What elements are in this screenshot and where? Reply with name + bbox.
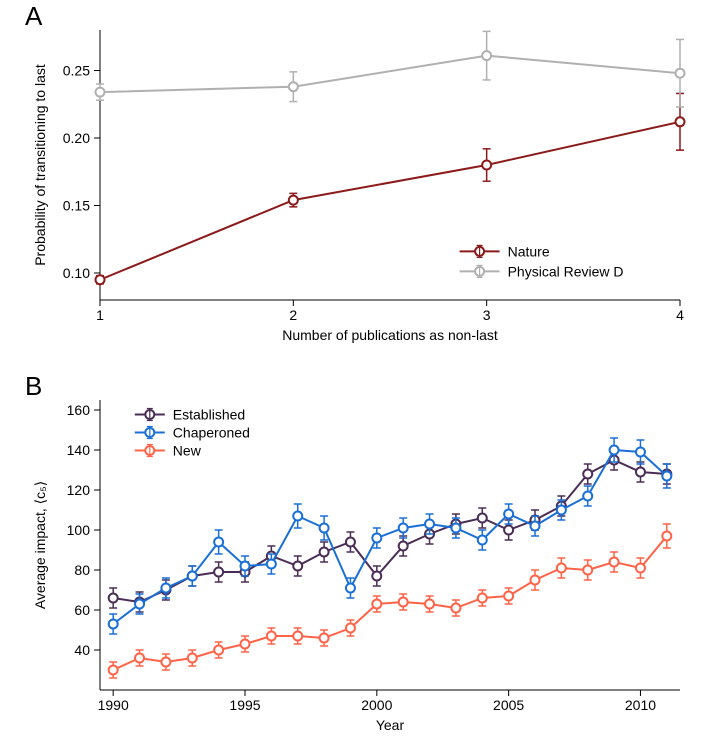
xtick-label: 4 (676, 307, 684, 323)
marker (161, 584, 170, 593)
ytick-label: 60 (74, 602, 90, 618)
ytick-label: 0.20 (63, 130, 90, 146)
marker (610, 446, 619, 455)
marker (425, 600, 434, 609)
marker (482, 161, 491, 170)
marker (346, 584, 355, 593)
xtick-label: 1990 (98, 697, 129, 713)
marker (293, 512, 302, 521)
marker (188, 572, 197, 581)
y-axis-title: Average impact, ⟨c₅⟩ (32, 481, 48, 609)
marker (109, 620, 118, 629)
marker (662, 472, 671, 481)
marker (504, 510, 513, 519)
ytick-label: 160 (67, 402, 91, 418)
marker (135, 600, 144, 609)
marker (399, 542, 408, 551)
marker (478, 514, 487, 523)
xtick-label: 3 (483, 307, 491, 323)
marker (135, 654, 144, 663)
marker (478, 594, 487, 603)
ytick-label: 40 (74, 642, 90, 658)
y-axis-title: Probability of transitioning to last (32, 64, 48, 266)
marker (214, 538, 223, 547)
marker (662, 532, 671, 541)
marker (320, 524, 329, 533)
legend-label: New (173, 443, 202, 459)
legend-label: Nature (508, 243, 550, 259)
marker (372, 600, 381, 609)
x-axis-title: Year (376, 717, 405, 733)
marker (504, 592, 513, 601)
ytick-label: 0.15 (63, 198, 90, 214)
xtick-label: 2010 (625, 697, 656, 713)
marker (676, 69, 685, 78)
xtick-label: 2005 (493, 697, 524, 713)
x-axis-title: Number of publications as non-last (282, 327, 498, 343)
marker (161, 658, 170, 667)
marker (267, 632, 276, 641)
xtick-label: 1995 (229, 697, 260, 713)
series-line (100, 56, 680, 92)
panel-letter: A (25, 1, 43, 31)
marker (636, 448, 645, 457)
xtick-label: 2000 (361, 697, 392, 713)
marker (289, 82, 298, 91)
marker (96, 88, 105, 97)
marker (557, 564, 566, 573)
marker (214, 646, 223, 655)
marker (289, 196, 298, 205)
marker (214, 568, 223, 577)
legend-label: Physical Review D (508, 263, 624, 279)
xtick-label: 1 (96, 307, 104, 323)
marker (188, 654, 197, 663)
ytick-label: 140 (67, 442, 91, 458)
marker (241, 640, 250, 649)
marker (293, 562, 302, 571)
series-line (100, 122, 680, 280)
marker (451, 604, 460, 613)
marker (557, 506, 566, 515)
ytick-label: 0.10 (63, 265, 90, 281)
marker (531, 576, 540, 585)
marker (531, 522, 540, 531)
marker (372, 534, 381, 543)
marker (583, 566, 592, 575)
marker (636, 564, 645, 573)
marker (583, 470, 592, 479)
ytick-label: 80 (74, 562, 90, 578)
marker (109, 666, 118, 675)
marker (583, 492, 592, 501)
legend-label: Established (173, 407, 245, 423)
legend-label: Chaperoned (173, 425, 250, 441)
marker (267, 560, 276, 569)
marker (346, 538, 355, 547)
marker (451, 524, 460, 533)
marker (346, 624, 355, 633)
marker (478, 536, 487, 545)
marker (372, 572, 381, 581)
marker (676, 117, 685, 126)
marker (482, 51, 491, 60)
marker (293, 632, 302, 641)
ytick-label: 120 (67, 482, 91, 498)
marker (320, 634, 329, 643)
marker (320, 548, 329, 557)
xtick-label: 2 (289, 307, 297, 323)
marker (96, 275, 105, 284)
marker (399, 598, 408, 607)
marker (610, 558, 619, 567)
panel-letter: B (25, 371, 42, 401)
marker (504, 526, 513, 535)
marker (241, 562, 250, 571)
ytick-label: 0.25 (63, 63, 90, 79)
marker (109, 594, 118, 603)
ytick-label: 100 (67, 522, 91, 538)
marker (425, 520, 434, 529)
marker (636, 468, 645, 477)
marker (399, 524, 408, 533)
